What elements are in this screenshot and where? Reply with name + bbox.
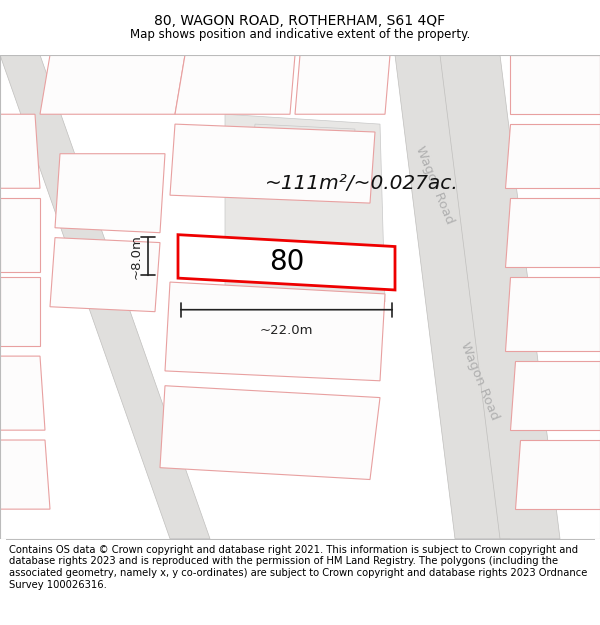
Text: ~111m²/~0.027ac.: ~111m²/~0.027ac. (265, 174, 459, 193)
Polygon shape (505, 198, 600, 268)
Polygon shape (178, 234, 395, 290)
Polygon shape (225, 114, 385, 302)
Polygon shape (295, 55, 390, 114)
Polygon shape (515, 440, 600, 509)
Polygon shape (0, 356, 45, 430)
Polygon shape (510, 55, 600, 114)
Polygon shape (40, 55, 185, 114)
Text: 80: 80 (269, 248, 304, 276)
Polygon shape (250, 124, 355, 188)
Polygon shape (505, 124, 600, 188)
Polygon shape (160, 386, 380, 479)
Polygon shape (55, 154, 165, 232)
Text: Wagon Road: Wagon Road (458, 340, 502, 422)
Text: Map shows position and indicative extent of the property.: Map shows position and indicative extent… (130, 28, 470, 41)
Polygon shape (165, 282, 385, 381)
Polygon shape (0, 114, 40, 188)
Text: ~8.0m: ~8.0m (130, 234, 143, 279)
Polygon shape (440, 55, 560, 539)
Polygon shape (395, 55, 510, 539)
Polygon shape (50, 238, 160, 312)
Polygon shape (170, 124, 375, 203)
Polygon shape (0, 277, 40, 346)
Text: ~22.0m: ~22.0m (260, 324, 313, 336)
Polygon shape (510, 361, 600, 430)
Text: 80, WAGON ROAD, ROTHERHAM, S61 4QF: 80, WAGON ROAD, ROTHERHAM, S61 4QF (154, 14, 446, 28)
Polygon shape (505, 277, 600, 351)
Text: Contains OS data © Crown copyright and database right 2021. This information is : Contains OS data © Crown copyright and d… (9, 545, 587, 589)
Polygon shape (0, 198, 40, 272)
Polygon shape (0, 55, 210, 539)
Polygon shape (175, 55, 295, 114)
Polygon shape (0, 440, 50, 509)
Text: Wagon Road: Wagon Road (413, 144, 457, 226)
